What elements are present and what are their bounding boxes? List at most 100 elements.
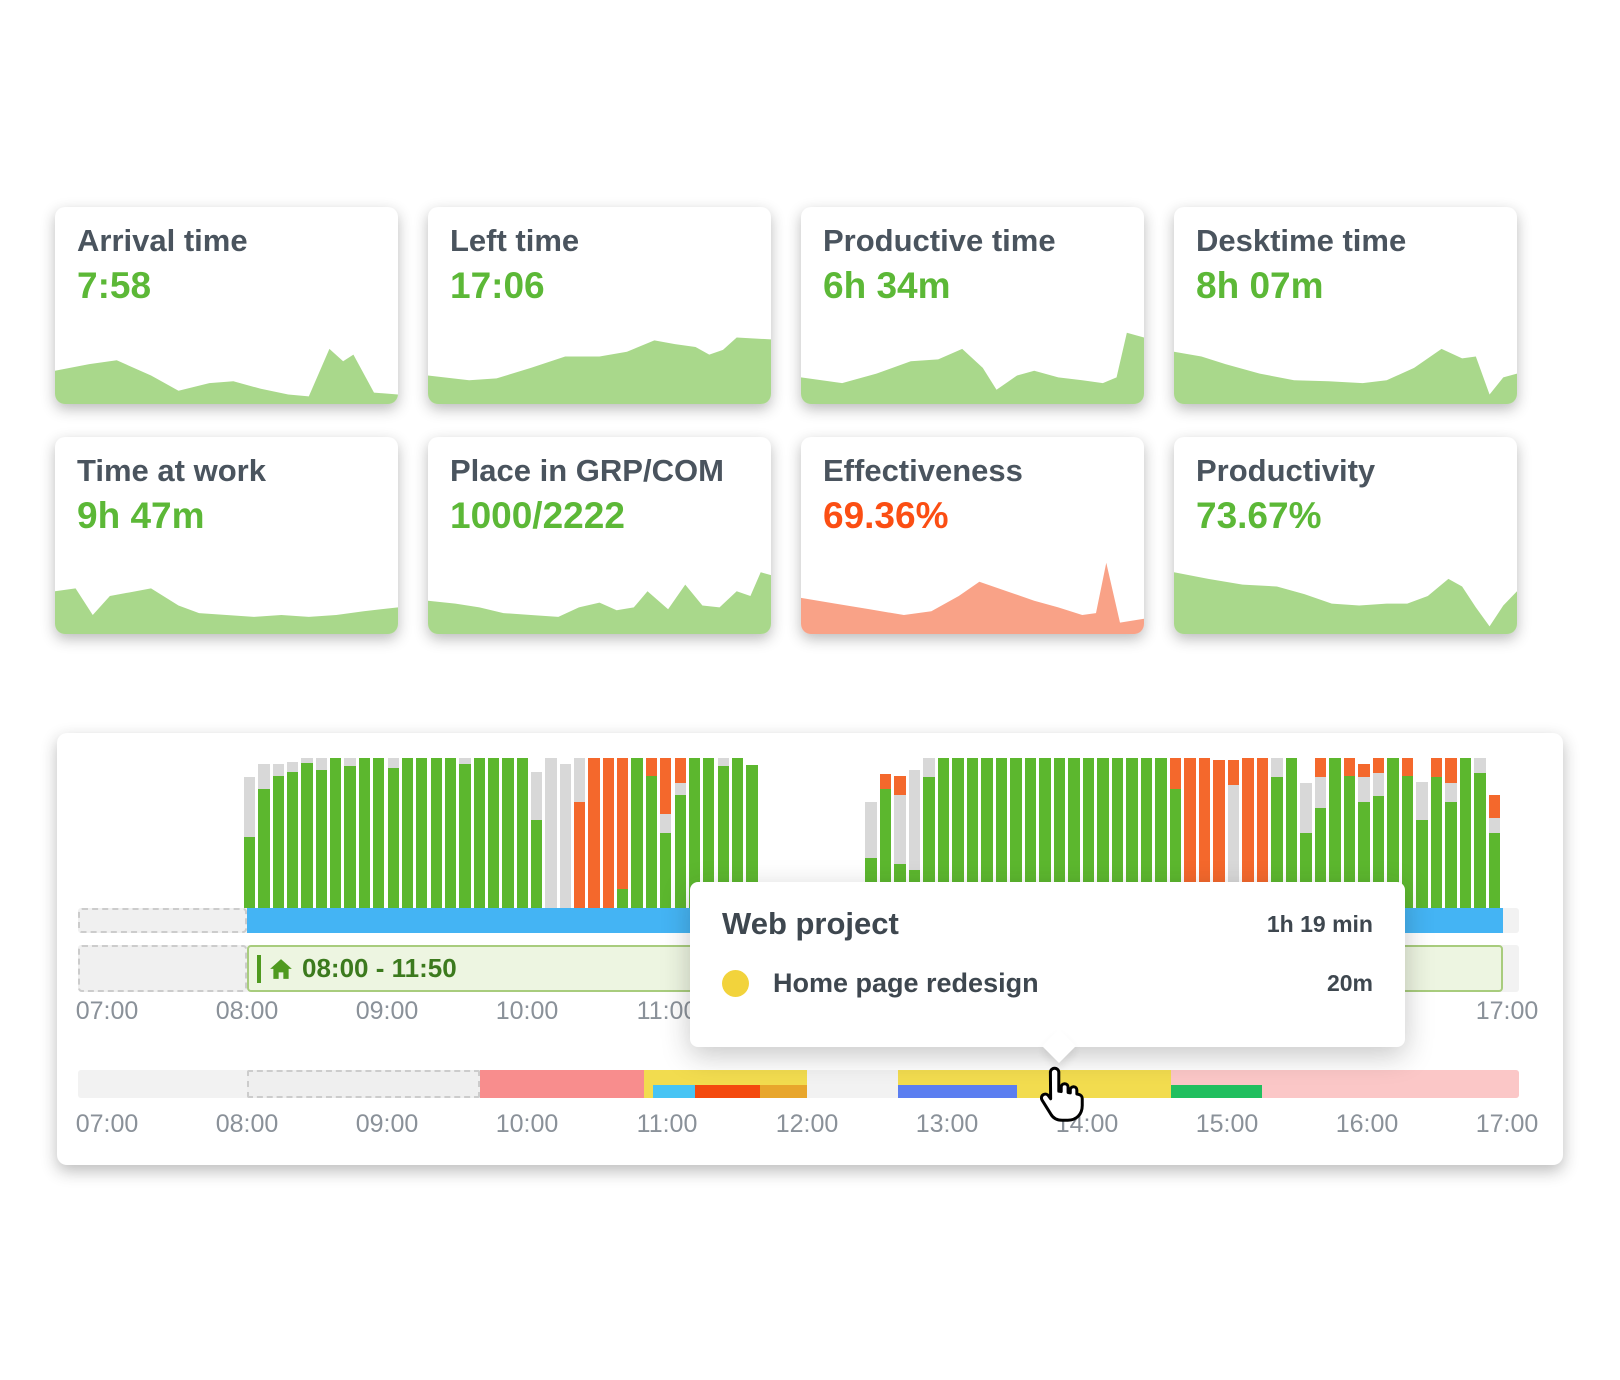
activity-bar[interactable] xyxy=(401,758,414,908)
activity-bar[interactable] xyxy=(1372,758,1384,908)
activity-bar[interactable] xyxy=(1126,758,1138,908)
activity-bar[interactable] xyxy=(1213,760,1225,908)
activity-bar[interactable] xyxy=(287,762,299,908)
activity-bar[interactable] xyxy=(688,758,701,908)
activity-bar[interactable] xyxy=(1140,758,1152,908)
activity-bar[interactable] xyxy=(588,758,600,908)
stat-card[interactable]: Effectiveness 69.36% xyxy=(801,437,1144,634)
activity-bar[interactable] xyxy=(330,758,342,908)
stat-card[interactable]: Desktime time 8h 07m xyxy=(1174,207,1517,404)
activity-bar[interactable] xyxy=(1401,758,1413,908)
stat-card[interactable]: Left time 17:06 xyxy=(428,207,771,404)
activity-bar[interactable] xyxy=(1082,758,1094,908)
hours-axis-bottom: 07:00 08:00 09:00 10:00 11:00 12:00 13:00 14:00… xyxy=(57,1110,1563,1138)
activity-bar[interactable] xyxy=(717,758,729,908)
activity-bar[interactable] xyxy=(574,758,586,908)
activity-bar[interactable] xyxy=(1300,783,1312,908)
activity-bar[interactable] xyxy=(1343,758,1355,908)
activity-bar[interactable] xyxy=(1358,764,1370,908)
activity-bar[interactable] xyxy=(617,758,629,908)
activity-bar[interactable] xyxy=(1053,758,1065,908)
activity-bar[interactable] xyxy=(937,758,949,908)
activity-bar[interactable] xyxy=(272,764,284,908)
activity-bar[interactable] xyxy=(459,758,471,908)
activity-bar[interactable] xyxy=(516,758,528,908)
activity-bar[interactable] xyxy=(244,777,256,908)
activity-bar[interactable] xyxy=(952,758,964,908)
activity-bar[interactable] xyxy=(545,758,557,908)
project-segment[interactable] xyxy=(695,1085,761,1098)
stat-card-title: Desktime time xyxy=(1196,223,1407,258)
activity-bar[interactable] xyxy=(1256,758,1268,908)
activity-bar[interactable] xyxy=(387,758,399,908)
activity-bar[interactable] xyxy=(358,758,371,908)
activity-bar[interactable] xyxy=(1488,795,1500,908)
activity-bar[interactable] xyxy=(1430,758,1442,908)
activity-bar[interactable] xyxy=(373,758,385,908)
activity-bar[interactable] xyxy=(531,772,543,908)
activity-bar[interactable] xyxy=(879,774,891,908)
activity-bar[interactable] xyxy=(1068,758,1080,908)
project-segment[interactable] xyxy=(898,1085,1017,1098)
activity-bar[interactable] xyxy=(1097,758,1109,908)
activity-bar[interactable] xyxy=(1024,758,1036,908)
activity-bar[interactable] xyxy=(1387,758,1399,908)
activity-bar[interactable] xyxy=(344,758,356,908)
activity-bar[interactable] xyxy=(473,758,485,908)
project-segment[interactable] xyxy=(653,1085,695,1098)
activity-bar[interactable] xyxy=(1242,758,1254,908)
activity-bar[interactable] xyxy=(746,765,758,908)
activity-bar[interactable] xyxy=(602,758,615,908)
activity-bar[interactable] xyxy=(1184,758,1196,908)
activity-bar[interactable] xyxy=(1329,758,1341,908)
activity-bar[interactable] xyxy=(315,758,328,908)
activity-bar[interactable] xyxy=(444,758,457,908)
activity-bar[interactable] xyxy=(1445,758,1457,908)
activity-bar[interactable] xyxy=(1314,758,1326,908)
activity-bar[interactable] xyxy=(502,758,514,908)
activity-bar[interactable] xyxy=(981,758,993,908)
activity-bar[interactable] xyxy=(416,758,428,908)
project-segment[interactable] xyxy=(480,1070,644,1098)
activity-bar[interactable] xyxy=(1111,758,1123,908)
activity-bar[interactable] xyxy=(487,758,500,908)
stat-card[interactable]: Productive time 6h 34m xyxy=(801,207,1144,404)
stat-card[interactable]: Place in GRP/COM 1000/2222 xyxy=(428,437,771,634)
activity-bar[interactable] xyxy=(660,758,672,908)
activity-bar[interactable] xyxy=(1198,758,1210,908)
activity-bar[interactable] xyxy=(703,758,715,908)
activity-bar[interactable] xyxy=(301,758,313,908)
activity-bar[interactable] xyxy=(559,764,571,908)
activity-bar[interactable] xyxy=(645,758,658,908)
activity-bar[interactable] xyxy=(1416,782,1428,908)
activity-bar[interactable] xyxy=(995,758,1007,908)
project-segment[interactable] xyxy=(760,1085,807,1098)
stat-card[interactable]: Productivity 73.67% xyxy=(1174,437,1517,634)
activity-bar[interactable] xyxy=(1271,758,1283,908)
activity-bar[interactable] xyxy=(1155,758,1167,908)
activity-bar[interactable] xyxy=(631,758,643,908)
activity-bar[interactable] xyxy=(1459,758,1471,908)
activity-bar[interactable] xyxy=(923,758,935,908)
activity-bar[interactable] xyxy=(1227,760,1239,908)
activity-bar[interactable] xyxy=(1169,758,1181,908)
activity-bar[interactable] xyxy=(966,758,978,908)
stat-card-value: 1000/2222 xyxy=(450,495,625,536)
stat-card-sparkline xyxy=(801,332,1144,404)
projects-timeline[interactable] xyxy=(78,1070,1519,1098)
project-segment[interactable] xyxy=(1171,1085,1262,1098)
stat-card[interactable]: Arrival time 7:58 xyxy=(55,207,398,404)
activity-bar[interactable] xyxy=(1474,758,1486,908)
timeline-panel: 08:00 - 11:50 07:00 08:00 09:00 10:00 11:00 1… xyxy=(57,733,1563,1165)
activity-bar[interactable] xyxy=(258,764,270,908)
productivity-bars-chart[interactable] xyxy=(57,758,1563,908)
activity-bar[interactable] xyxy=(1285,758,1297,908)
activity-bar[interactable] xyxy=(1039,758,1051,908)
offline-placeholder-session xyxy=(78,945,247,992)
activity-bar[interactable] xyxy=(731,758,744,908)
stat-card[interactable]: Time at work 9h 47m xyxy=(55,437,398,634)
activity-bar[interactable] xyxy=(674,758,686,908)
activity-bar[interactable] xyxy=(1010,758,1022,908)
session-time-range: 08:00 - 11:50 xyxy=(302,953,457,983)
activity-bar[interactable] xyxy=(430,758,442,908)
